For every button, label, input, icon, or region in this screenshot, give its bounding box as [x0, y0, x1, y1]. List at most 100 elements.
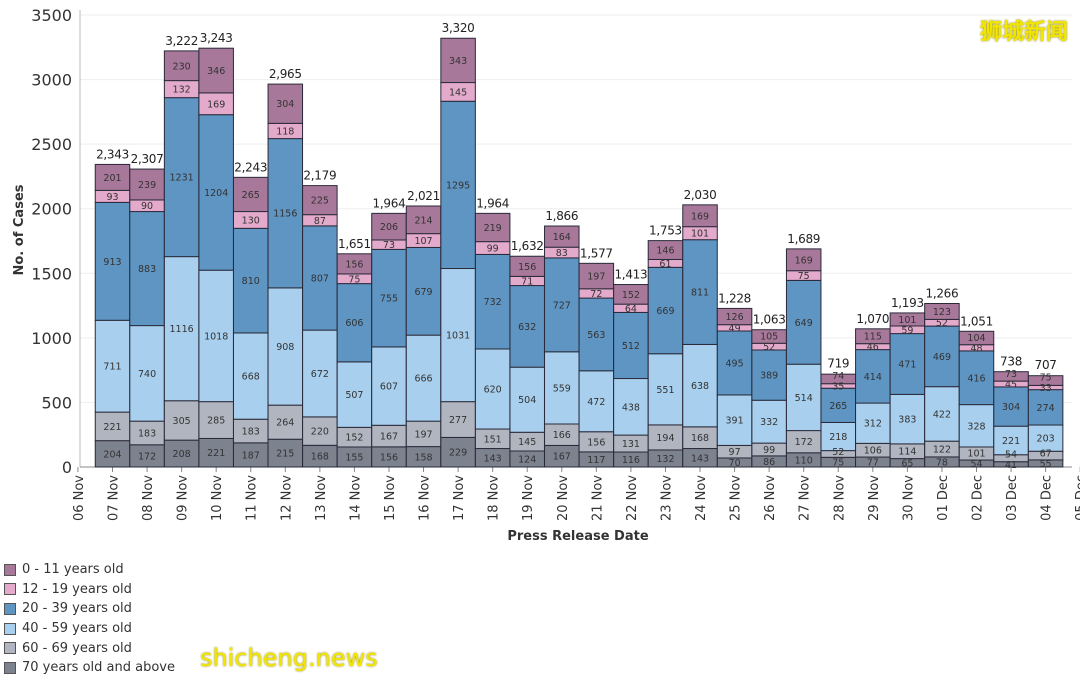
segment-label: 304: [1002, 402, 1020, 413]
segment-label: 118: [276, 126, 294, 137]
total-label: 1,866: [545, 209, 578, 223]
segment-label: 504: [518, 395, 536, 406]
segment-label: 220: [311, 427, 329, 438]
segment-label: 152: [345, 433, 363, 444]
bar-segment: [924, 386, 960, 442]
legend-item[interactable]: 0 - 11 years old: [4, 560, 175, 580]
bar-segment: [578, 297, 615, 372]
bar-segment: [129, 211, 165, 327]
legend-item[interactable]: 40 - 59 years old: [4, 619, 175, 639]
segment-label: 75: [1040, 373, 1052, 384]
segment-label: 172: [795, 437, 813, 448]
x-tick-label: 23 Nov: [659, 475, 674, 521]
bar-segment: [163, 439, 200, 468]
total-label: 1,651: [338, 237, 371, 251]
total-label: 1,753: [649, 224, 682, 238]
total-label: 2,030: [684, 188, 717, 202]
bar-segment: [163, 256, 200, 402]
watermark-logo: shicheng.news: [200, 644, 378, 672]
segment-label: 166: [553, 430, 571, 441]
segment-label: 168: [691, 433, 709, 444]
segment-label: 107: [414, 236, 432, 247]
segment-label: 1204: [204, 188, 228, 199]
segment-label: 152: [622, 290, 640, 301]
y-tick-label: 2500: [31, 135, 72, 154]
bar-segment: [94, 319, 131, 413]
bar-segment: [509, 366, 545, 433]
segment-label: 711: [103, 362, 121, 373]
segment-label: 219: [484, 223, 502, 234]
segment-label: 75: [798, 271, 810, 282]
segment-label: 105: [760, 332, 778, 343]
bar-segment: [578, 262, 615, 290]
x-tick-label: 04 Dec: [1040, 475, 1055, 521]
segment-label: 87: [314, 216, 326, 227]
legend-item[interactable]: 60 - 69 years old: [4, 638, 175, 658]
legend-item[interactable]: 12 - 19 years old: [4, 580, 175, 600]
segment-label: 124: [518, 454, 536, 465]
y-tick-label: 3000: [31, 71, 72, 90]
legend-swatch: [4, 622, 16, 635]
segment-label: 221: [1002, 436, 1020, 447]
segment-label: 143: [691, 453, 709, 464]
segment-label: 197: [587, 272, 605, 283]
legend-swatch: [4, 583, 16, 596]
total-label: 3,320: [442, 21, 475, 35]
segment-label: 86: [763, 457, 775, 468]
x-tick-label: 18 Nov: [487, 475, 502, 521]
segment-label: 164: [553, 232, 571, 243]
segment-label: 438: [622, 402, 640, 413]
legend-swatch: [4, 602, 16, 615]
legend: 0 - 11 years old 12 - 19 years old 20 - 39…: [4, 560, 175, 678]
total-label: 3,222: [165, 34, 198, 48]
segment-label: 239: [138, 180, 156, 191]
bar-segment: [993, 386, 1029, 427]
x-tick-label: 20 Nov: [556, 475, 571, 521]
x-tick-label: 26 Nov: [763, 475, 778, 521]
segment-label: 70: [729, 458, 741, 469]
segment-label: 332: [760, 417, 778, 428]
segment-label: 73: [1005, 369, 1017, 380]
bar-segment: [958, 330, 995, 346]
segment-label: 104: [967, 333, 985, 344]
legend-item[interactable]: 20 - 39 years old: [4, 599, 175, 619]
bar-segment: [198, 269, 234, 403]
bar-segment: [198, 114, 234, 271]
segment-label: 130: [242, 215, 260, 226]
bar-segment: [371, 346, 407, 426]
segment-label: 101: [967, 449, 985, 460]
segment-label: 277: [449, 415, 467, 426]
x-tick-label: 08 Nov: [141, 475, 156, 521]
segment-label: 391: [726, 416, 744, 427]
x-tick-label: 06 Nov: [72, 475, 87, 521]
bar-segment: [440, 100, 476, 270]
segment-label: 346: [207, 66, 225, 77]
x-tick-label: 09 Nov: [176, 475, 191, 521]
segment-label: 514: [795, 393, 813, 404]
segment-label: 811: [691, 288, 709, 299]
y-tick-label: 1500: [31, 264, 72, 283]
segment-label: 33: [1040, 383, 1052, 394]
bar-segment: [544, 225, 580, 248]
total-label: 1,228: [718, 291, 751, 305]
total-label: 1,266: [926, 287, 959, 301]
segment-label: 197: [414, 429, 432, 440]
bar-segment: [405, 420, 442, 448]
segment-label: 48: [970, 343, 982, 354]
x-tick-label: 14 Nov: [348, 475, 363, 521]
segment-label: 93: [106, 192, 118, 203]
segment-label: 35: [832, 381, 844, 392]
segment-label: 54: [970, 459, 982, 470]
segment-label: 110: [795, 455, 813, 466]
bar-segment: [267, 404, 304, 440]
segment-label: 679: [414, 287, 432, 298]
total-label: 707: [1035, 358, 1057, 372]
total-label: 1,193: [891, 296, 924, 310]
bar-segment: [716, 330, 753, 396]
total-label: 1,413: [614, 268, 647, 282]
segment-label: 122: [933, 445, 951, 456]
segment-label: 52: [832, 447, 844, 458]
total-label: 2,343: [96, 147, 129, 161]
legend-item[interactable]: 70 years old and above: [4, 658, 175, 678]
